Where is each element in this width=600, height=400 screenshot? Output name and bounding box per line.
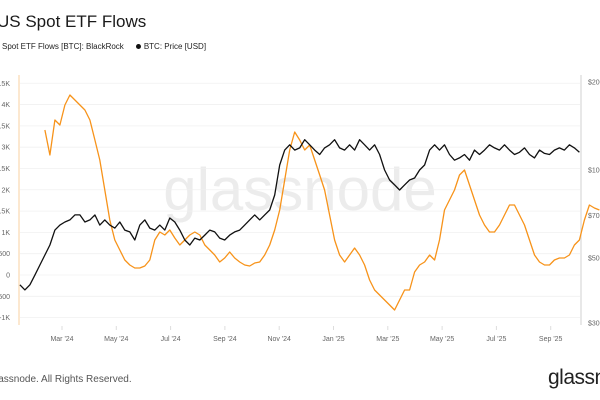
- left-tick-label: 500: [0, 251, 10, 258]
- btc-price-line: [19, 139, 580, 291]
- x-tick-label: Sep '24: [213, 336, 237, 343]
- left-tick-label: 2.5K: [0, 166, 10, 173]
- x-tick-label: Mar '24: [50, 336, 73, 343]
- x-tick-label: Nov '24: [267, 336, 291, 343]
- right-tick-label: $30K: [588, 320, 600, 327]
- legend-item-etf-flows[interactable]: Spot ETF Flows [BTC]: BlackRock: [2, 42, 124, 51]
- glassnode-logo: glassn: [548, 366, 600, 389]
- left-tick-label: 0: [6, 273, 10, 280]
- x-tick-label: May '25: [430, 336, 454, 343]
- right-tick-label: $100K: [588, 168, 600, 175]
- left-tick-label: 3K: [1, 145, 10, 152]
- right-tick-label: $50K: [588, 256, 600, 263]
- x-tick-label: Jul '25: [486, 336, 506, 343]
- legend: Spot ETF Flows [BTC]: BlackRock BTC: Pri…: [2, 42, 206, 51]
- left-tick-label: 1K: [1, 230, 10, 237]
- copyright-text: lassnode. All Rights Reserved.: [0, 374, 132, 385]
- left-tick-label: 1.5K: [0, 209, 10, 216]
- left-tick-label: -500: [0, 294, 10, 301]
- legend-item-btc-price[interactable]: BTC: Price [USD]: [135, 42, 206, 51]
- left-tick-label: 4.5K: [0, 81, 10, 88]
- x-tick-label: Sep '25: [539, 336, 563, 343]
- left-tick-label: 4K: [1, 102, 10, 109]
- etf-flows-line: [44, 94, 600, 311]
- x-tick-label: Mar '25: [376, 336, 399, 343]
- left-tick-label: 3.5K: [0, 123, 10, 130]
- left-tick-label: 2K: [1, 187, 10, 194]
- x-tick-label: Jan '25: [322, 336, 344, 343]
- left-tick-label: -1K: [0, 315, 10, 322]
- right-tick-label: $200K: [588, 80, 600, 87]
- right-tick-label: $70K: [588, 213, 600, 220]
- chart-title: US Spot ETF Flows: [0, 12, 147, 31]
- x-tick-label: Jul '24: [161, 336, 181, 343]
- legend-dot-icon: [135, 44, 141, 50]
- x-tick-label: May '24: [104, 336, 128, 343]
